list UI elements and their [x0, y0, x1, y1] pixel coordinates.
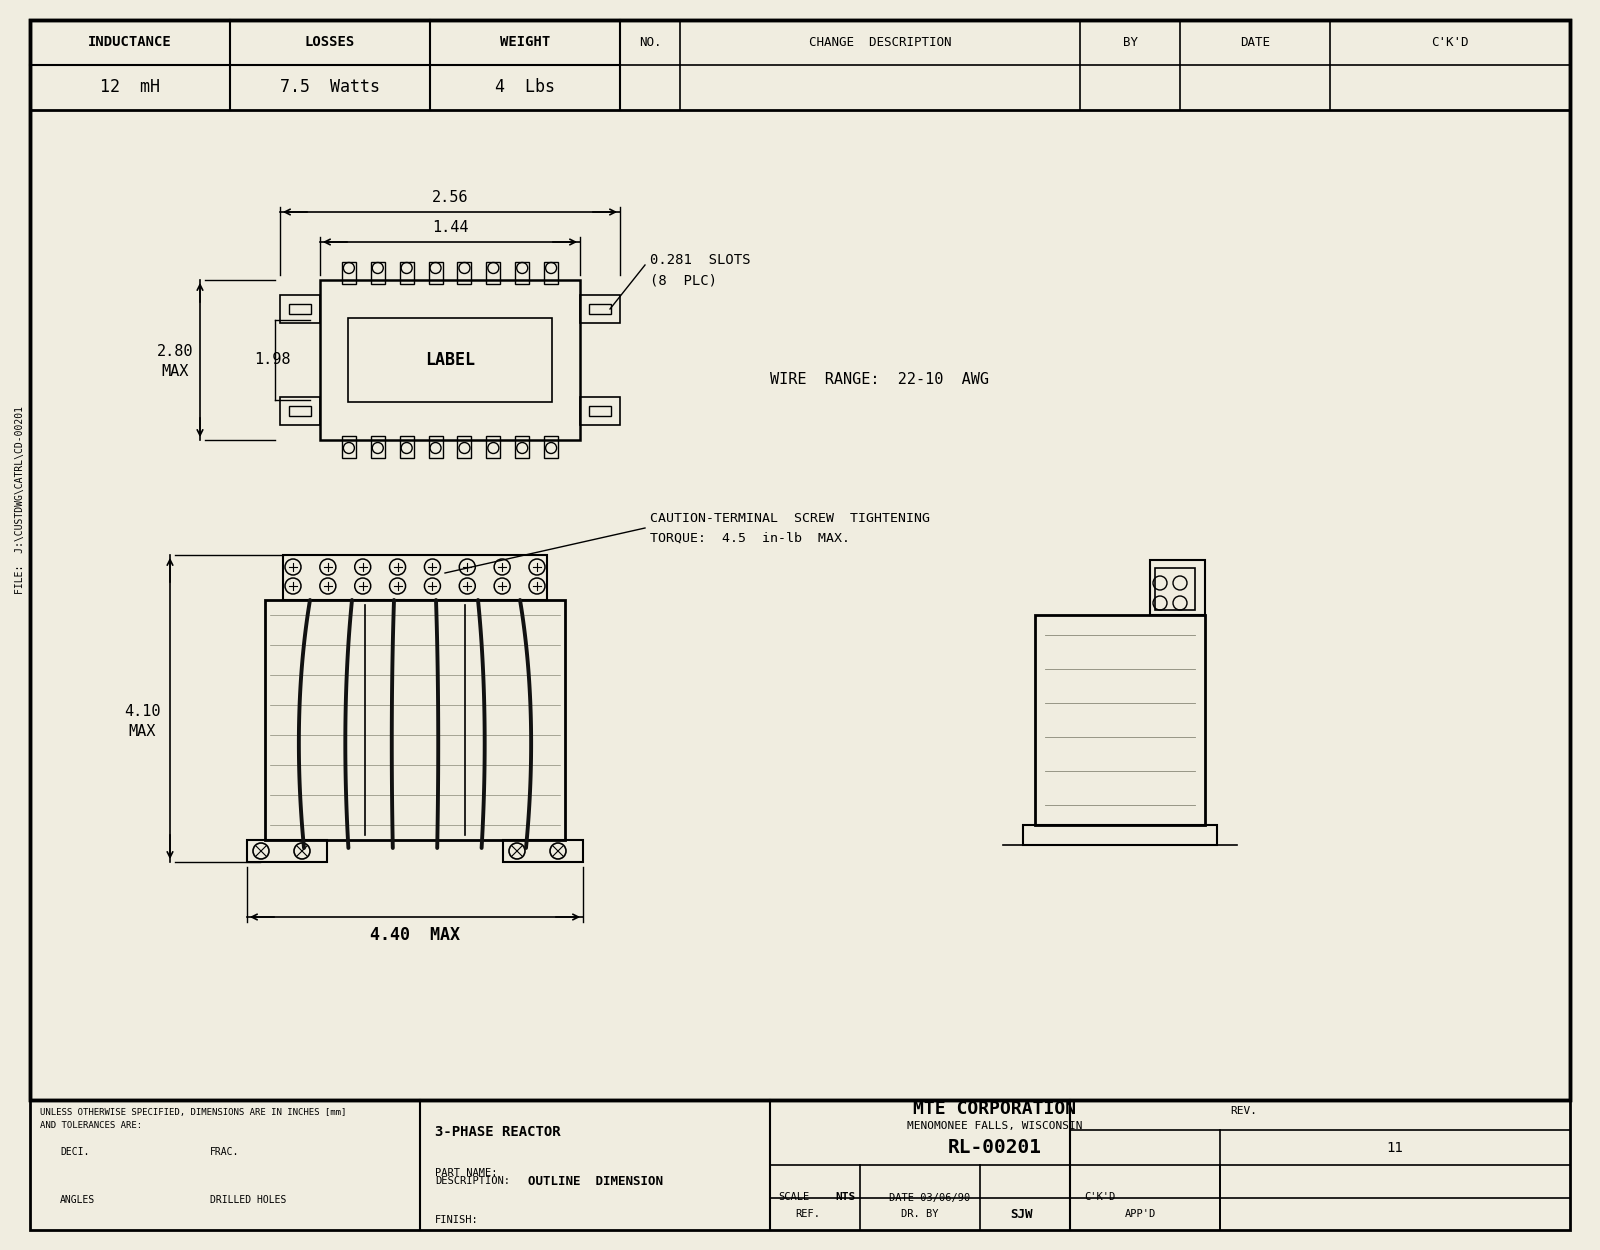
Bar	[458, 436, 472, 457]
Text: 2.80: 2.80	[157, 345, 194, 360]
Text: MAX: MAX	[162, 365, 189, 380]
Bar	[30, 20, 1570, 1100]
Text: 2.56: 2.56	[432, 190, 469, 205]
Bar	[400, 262, 414, 284]
Text: ANGLES: ANGLES	[61, 1195, 96, 1205]
Text: WEIGHT: WEIGHT	[499, 35, 550, 50]
Bar	[1155, 568, 1195, 610]
Text: 4  Lbs: 4 Lbs	[494, 79, 555, 96]
Text: OUTLINE  DIMENSION: OUTLINE DIMENSION	[528, 1175, 662, 1188]
Bar	[1035, 615, 1205, 825]
Bar	[458, 262, 472, 284]
Bar	[320, 280, 579, 440]
Bar	[30, 20, 1570, 1100]
Bar	[579, 295, 621, 322]
Text: 4.40  MAX: 4.40 MAX	[370, 926, 461, 944]
Text: WIRE  RANGE:  22-10  AWG: WIRE RANGE: 22-10 AWG	[770, 372, 989, 388]
Bar	[371, 436, 384, 457]
Text: MTE CORPORATION: MTE CORPORATION	[914, 1100, 1077, 1118]
Bar	[515, 262, 530, 284]
Text: TORQUE:  4.5  in-lb  MAX.: TORQUE: 4.5 in-lb MAX.	[650, 531, 850, 545]
Bar	[280, 295, 320, 322]
Bar	[589, 304, 611, 314]
Text: UNLESS OTHERWISE SPECIFIED, DIMENSIONS ARE IN INCHES [mm]: UNLESS OTHERWISE SPECIFIED, DIMENSIONS A…	[40, 1108, 346, 1116]
Bar	[429, 436, 443, 457]
Text: NO.: NO.	[638, 36, 661, 49]
Text: SCALE: SCALE	[778, 1192, 810, 1202]
Text: APP'D: APP'D	[1125, 1209, 1155, 1219]
Text: NTS: NTS	[835, 1192, 854, 1202]
Text: (8  PLC): (8 PLC)	[650, 272, 717, 288]
Text: FINISH:: FINISH:	[435, 1215, 478, 1225]
Text: DECI.: DECI.	[61, 1148, 90, 1158]
Bar	[400, 436, 414, 457]
Bar	[544, 262, 558, 284]
Bar	[246, 840, 326, 862]
Text: REV.: REV.	[1230, 1106, 1258, 1116]
Bar	[544, 436, 558, 457]
Text: 0.281  SLOTS: 0.281 SLOTS	[650, 253, 750, 268]
Text: DATE 03/06/90: DATE 03/06/90	[890, 1192, 971, 1202]
Text: LOSSES: LOSSES	[306, 35, 355, 50]
Text: INDUCTANCE: INDUCTANCE	[88, 35, 171, 50]
Text: DESCRIPTION:: DESCRIPTION:	[435, 1176, 510, 1186]
Bar	[589, 406, 611, 416]
Text: C'K'D: C'K'D	[1432, 36, 1469, 49]
Bar	[342, 262, 355, 284]
Bar	[1022, 825, 1218, 845]
Text: 1.44: 1.44	[432, 220, 469, 235]
Text: CAUTION-TERMINAL  SCREW  TIGHTENING: CAUTION-TERMINAL SCREW TIGHTENING	[650, 511, 930, 525]
Text: MENOMONEE FALLS, WISCONSIN: MENOMONEE FALLS, WISCONSIN	[907, 1121, 1083, 1131]
Text: 7.5  Watts: 7.5 Watts	[280, 79, 381, 96]
Text: MAX: MAX	[128, 725, 155, 740]
Text: PART NAME:: PART NAME:	[435, 1168, 498, 1177]
Bar	[266, 600, 565, 840]
Bar	[429, 262, 443, 284]
Text: REF.: REF.	[795, 1209, 819, 1219]
Bar	[290, 406, 310, 416]
Text: AND TOLERANCES ARE:: AND TOLERANCES ARE:	[40, 1121, 142, 1130]
Bar	[1150, 560, 1205, 615]
Text: 4.10: 4.10	[123, 705, 160, 720]
Bar	[515, 436, 530, 457]
Text: 12  mH: 12 mH	[99, 79, 160, 96]
Text: DRILLED HOLES: DRILLED HOLES	[210, 1195, 286, 1205]
Text: CHANGE  DESCRIPTION: CHANGE DESCRIPTION	[808, 36, 952, 49]
Text: FRAC.: FRAC.	[210, 1148, 240, 1158]
Text: 1.98: 1.98	[254, 352, 290, 367]
Bar	[283, 555, 547, 600]
Bar	[30, 1100, 1570, 1230]
Text: 3-PHASE REACTOR: 3-PHASE REACTOR	[435, 1125, 560, 1140]
Text: FILE:  J:\CUSTDWG\CATRL\CD-00201: FILE: J:\CUSTDWG\CATRL\CD-00201	[14, 406, 26, 594]
Bar	[342, 436, 355, 457]
Text: C'K'D: C'K'D	[1085, 1192, 1115, 1202]
Text: BY: BY	[1123, 36, 1138, 49]
Text: DATE: DATE	[1240, 36, 1270, 49]
Bar	[30, 20, 1570, 110]
Text: RL-00201: RL-00201	[947, 1138, 1042, 1158]
Bar	[349, 318, 552, 402]
Text: LABEL: LABEL	[426, 351, 475, 369]
Bar	[579, 398, 621, 425]
Bar	[486, 436, 501, 457]
Bar	[371, 262, 384, 284]
Text: DR. BY: DR. BY	[901, 1209, 939, 1219]
Text: SJW: SJW	[1010, 1208, 1032, 1220]
Bar	[290, 304, 310, 314]
Bar	[280, 398, 320, 425]
Bar	[502, 840, 582, 862]
Bar	[486, 262, 501, 284]
Text: 11: 11	[1387, 1140, 1403, 1155]
